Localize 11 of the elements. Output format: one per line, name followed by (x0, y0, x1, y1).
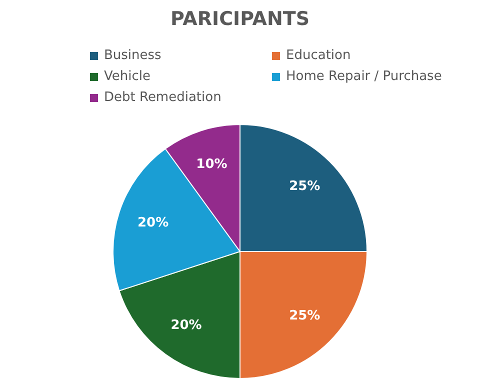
data-label: 20% (137, 216, 169, 231)
legend-label: Business (104, 48, 162, 63)
data-label: 20% (170, 318, 202, 333)
data-label: 25% (289, 179, 320, 194)
data-label: 25% (289, 308, 320, 324)
legend-label: Education (286, 48, 351, 63)
data-label: 10% (196, 156, 228, 172)
chart-title: PARICIPANTS (169, 8, 311, 30)
legend-label: Vehicle (104, 69, 150, 84)
legend-label: Debt Remediation (104, 90, 222, 105)
legend-label: Home Repair / Purchase (286, 69, 442, 84)
